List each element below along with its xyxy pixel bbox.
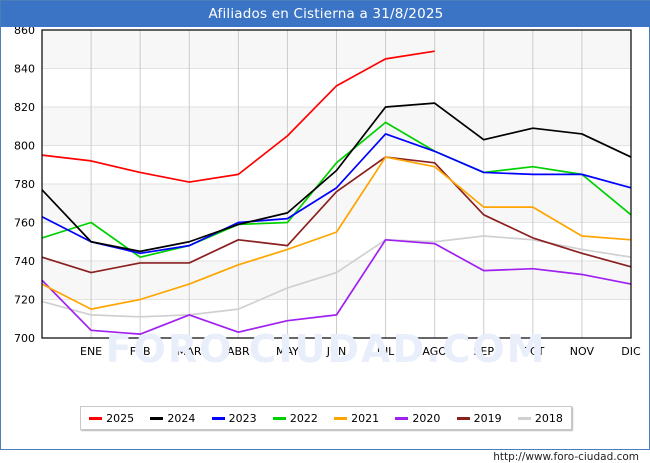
legend-item-label: 2018 bbox=[534, 411, 563, 425]
legend-item-2018[interactable]: 2018 bbox=[517, 411, 563, 425]
y-axis-tick-label: 700 bbox=[14, 332, 35, 345]
y-axis-tick-label: 820 bbox=[14, 101, 35, 114]
page-title: Afiliados en Cistierna a 31/8/2025 bbox=[208, 6, 444, 22]
legend-item-label: 2023 bbox=[228, 411, 257, 425]
legend-item-2021[interactable]: 2021 bbox=[334, 412, 379, 425]
legend-item-2022[interactable]: 2022 bbox=[272, 411, 318, 425]
legend-item-label: 2019 bbox=[473, 411, 502, 425]
y-axis-tick-labels: 700 720 740 760 780 800 820 840 860 bbox=[14, 27, 35, 345]
legend-item-2020[interactable]: 2020 bbox=[395, 412, 440, 425]
x-axis-tick-label: OCT bbox=[521, 345, 544, 358]
line-chart-svg: 700 720 740 760 780 800 820 840 860 ENE FEB MAR ABR… bbox=[14, 27, 641, 358]
x-axis-tick-label: MAY bbox=[276, 345, 299, 358]
chart-frame bbox=[41, 29, 632, 339]
x-axis-tick-label: NOV bbox=[570, 345, 595, 358]
series-line-2022 bbox=[41, 121, 632, 258]
legend-item-2024[interactable]: 2024 bbox=[150, 412, 195, 425]
series-line-2024 bbox=[41, 102, 632, 253]
series-line-2023 bbox=[41, 133, 632, 255]
legend-item-label: 2021 bbox=[351, 411, 380, 425]
legend-item-2025[interactable]: 2025 bbox=[89, 412, 134, 425]
series-line-2020 bbox=[41, 238, 632, 335]
y-axis-tick-label: 740 bbox=[14, 255, 35, 268]
y-axis-tick-label: 860 bbox=[14, 27, 35, 37]
chart-legend: 2025 2024 2023 2022 2021 2020 2019 2018 bbox=[80, 406, 572, 430]
x-axis-tick-label: JUL bbox=[376, 345, 395, 358]
series-line-2025 bbox=[41, 50, 435, 183]
y-axis-tick-label: 840 bbox=[14, 63, 35, 76]
legend-item-label: 2025 bbox=[106, 411, 135, 425]
series-line-2018 bbox=[41, 235, 632, 318]
x-axis-tick-label: AGO bbox=[422, 345, 447, 358]
legend-swatch-icon bbox=[272, 416, 286, 420]
x-axis-tick-label: ABR bbox=[227, 345, 250, 358]
legend-item-2019[interactable]: 2019 bbox=[456, 411, 502, 425]
y-axis-tick-label: 780 bbox=[14, 178, 35, 191]
legend-swatch-icon bbox=[517, 416, 531, 420]
footer-url: http://www.foro-ciudad.com bbox=[493, 451, 639, 463]
chart-plot-container: 700 720 740 760 780 800 820 840 860 ENE FEB MAR ABR… bbox=[1, 27, 650, 463]
series-line-2019 bbox=[41, 156, 632, 274]
legend-item-label: 2024 bbox=[167, 411, 196, 425]
x-axis-tick-label: FEB bbox=[130, 345, 151, 358]
x-axis-tick-label: JUN bbox=[326, 345, 347, 358]
y-axis-tick-label: 720 bbox=[14, 294, 35, 307]
legend-swatch-icon bbox=[334, 416, 348, 420]
x-axis-tick-label: MAR bbox=[177, 345, 202, 358]
x-axis-tick-label: ENE bbox=[80, 345, 102, 358]
y-axis-tick-label: 760 bbox=[14, 217, 35, 230]
x-axis-tick-label: SEP bbox=[473, 345, 494, 358]
plot-border bbox=[41, 29, 632, 339]
y-axis-tick-label: 800 bbox=[14, 140, 35, 153]
chart-gridlines bbox=[42, 30, 631, 338]
legend-swatch-icon bbox=[395, 416, 409, 420]
legend-item-2023[interactable]: 2023 bbox=[211, 411, 257, 425]
series-line-2021 bbox=[41, 156, 632, 310]
legend-swatch-icon bbox=[211, 416, 225, 420]
legend-item-label: 2022 bbox=[289, 411, 318, 425]
x-axis-tick-labels: ENE FEB MAR ABR MAY JUN JUL AGO SEP OCT NOV DIC bbox=[80, 345, 641, 358]
x-axis-tick-label: DIC bbox=[621, 345, 641, 358]
legend-swatch-icon bbox=[150, 416, 164, 420]
legend-swatch-icon bbox=[456, 416, 470, 420]
window-title-bar: Afiliados en Cistierna a 31/8/2025 bbox=[1, 1, 650, 27]
chart-series-lines bbox=[41, 50, 632, 335]
legend-item-label: 2020 bbox=[412, 411, 441, 425]
legend-swatch-icon bbox=[89, 416, 103, 420]
